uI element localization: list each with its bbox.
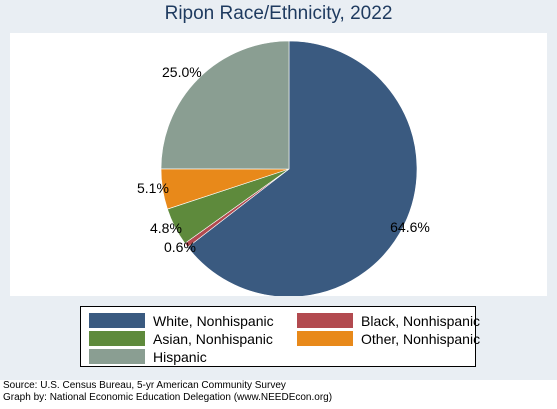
plot-panel: 64.6% 0.6% 4.8% 5.1% 25.0% bbox=[10, 33, 547, 296]
pie-slice-hispanic bbox=[160, 40, 290, 170]
chart-title: Ripon Race/Ethnicity, 2022 bbox=[164, 3, 393, 24]
slice-label-2: 0.6% bbox=[164, 239, 196, 255]
legend-item: Other, Nonhispanic bbox=[297, 330, 480, 347]
legend-swatch bbox=[89, 313, 145, 328]
chart-frame: Ripon Race/Ethnicity, 2022 64.6% 0.6% 4.8%… bbox=[0, 0, 557, 380]
legend-label: Black, Nonhispanic bbox=[361, 312, 481, 329]
slice-label-3: 4.8% bbox=[150, 220, 182, 236]
legend-label: Hispanic bbox=[153, 348, 207, 365]
legend-label: White, Nonhispanic bbox=[153, 312, 274, 329]
legend-swatch bbox=[297, 313, 353, 328]
slice-label-1: 64.6% bbox=[390, 219, 430, 235]
slice-label-5: 25.0% bbox=[162, 64, 202, 80]
graph-by-note: Graph by: National Economic Education De… bbox=[3, 392, 333, 403]
slice-label-4: 5.1% bbox=[137, 180, 169, 196]
legend-item: Black, Nonhispanic bbox=[297, 312, 480, 329]
legend-item: Hispanic bbox=[89, 348, 207, 365]
source-note: Source: U.S. Census Bureau, 5-yr America… bbox=[3, 380, 286, 391]
legend-label: Asian, Nonhispanic bbox=[153, 330, 273, 347]
pie-slice-white-nonhispanic bbox=[187, 40, 418, 296]
footer: Source: U.S. Census Bureau, 5-yr America… bbox=[3, 380, 332, 404]
legend: White, Nonhispanic Black, Nonhispanic Asia… bbox=[80, 306, 480, 367]
legend-label: Other, Nonhispanic bbox=[361, 330, 481, 347]
legend-item: White, Nonhispanic bbox=[89, 312, 274, 329]
legend-item: Asian, Nonhispanic bbox=[89, 330, 273, 347]
legend-swatch bbox=[297, 331, 353, 346]
pie-chart: 64.6% 0.6% 4.8% 5.1% 25.0% bbox=[137, 40, 430, 296]
legend-swatch bbox=[89, 349, 145, 364]
legend-swatch bbox=[89, 331, 145, 346]
